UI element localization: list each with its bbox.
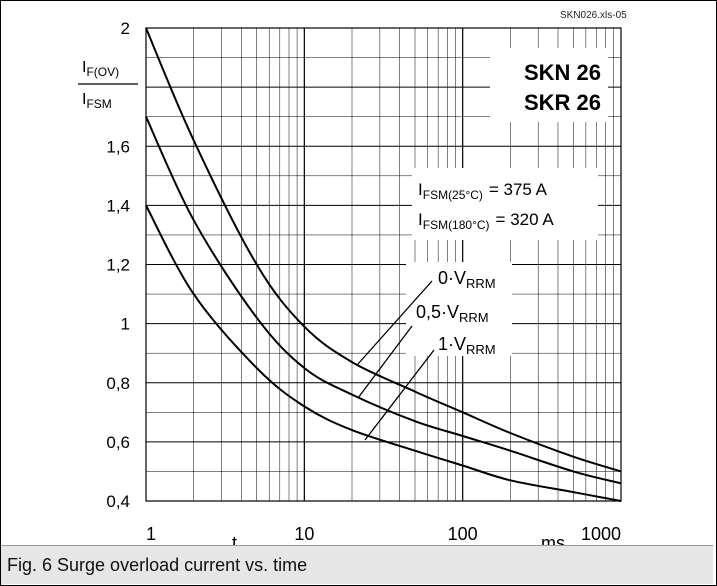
ifsm-25c-label: IFSM(25°C) = 375 A [418, 180, 548, 202]
file-tag: SKN026.xls-05 [560, 10, 627, 21]
y-tick-label: 1,4 [106, 196, 130, 215]
leader-line-1 [357, 325, 413, 399]
y-tick-label: 0,4 [106, 492, 130, 511]
x-tick-label: 10 [294, 524, 314, 544]
device-label-skr: SKR 26 [524, 90, 601, 115]
x-axis-label: t [232, 533, 237, 553]
series-line-0 [145, 27, 622, 473]
y-label-numerator: IF(OV) [82, 59, 119, 79]
y-tick-label: 1,6 [106, 137, 130, 156]
series-label-2: 1·VRRM [438, 334, 496, 357]
leader-line-2 [364, 349, 435, 441]
x-tick-labels: 1 10 100 1000 [146, 524, 621, 544]
y-tick-label: 1,2 [106, 256, 130, 275]
series-line-1 [145, 116, 622, 485]
series-group [145, 27, 622, 502]
ifsm-180c-label: IFSM(180°C) = 320 A [418, 210, 554, 232]
y-tick-label: 1 [121, 315, 130, 334]
figure-caption: Fig. 6 Surge overload current vs. time [1, 545, 713, 584]
x-tick-label: 100 [448, 524, 478, 544]
plot-border [145, 27, 622, 502]
device-label-skn: SKN 26 [524, 60, 601, 85]
y-tick-labels: 0,4 0,6 0,8 1 1,2 1,4 1,6 2 [106, 19, 130, 511]
leader-line-0 [357, 280, 433, 365]
ifsm-annotation-backdrop [412, 168, 598, 240]
x-tick-label: 1 [146, 524, 156, 544]
y-tick-label: 2 [121, 19, 130, 38]
series-label-backdrop [406, 262, 512, 356]
x-tick-label: 1000 [581, 524, 621, 544]
y-label-denominator: IFSM [82, 91, 112, 111]
series-line-2 [145, 204, 622, 502]
device-label-backdrop [490, 48, 608, 122]
y-tick-label: 0,8 [106, 374, 130, 393]
y-tick-label: 0,6 [106, 433, 130, 452]
series-label-1: 0,5·VRRM [416, 302, 489, 325]
series-label-0: 0·VRRM [438, 268, 496, 291]
